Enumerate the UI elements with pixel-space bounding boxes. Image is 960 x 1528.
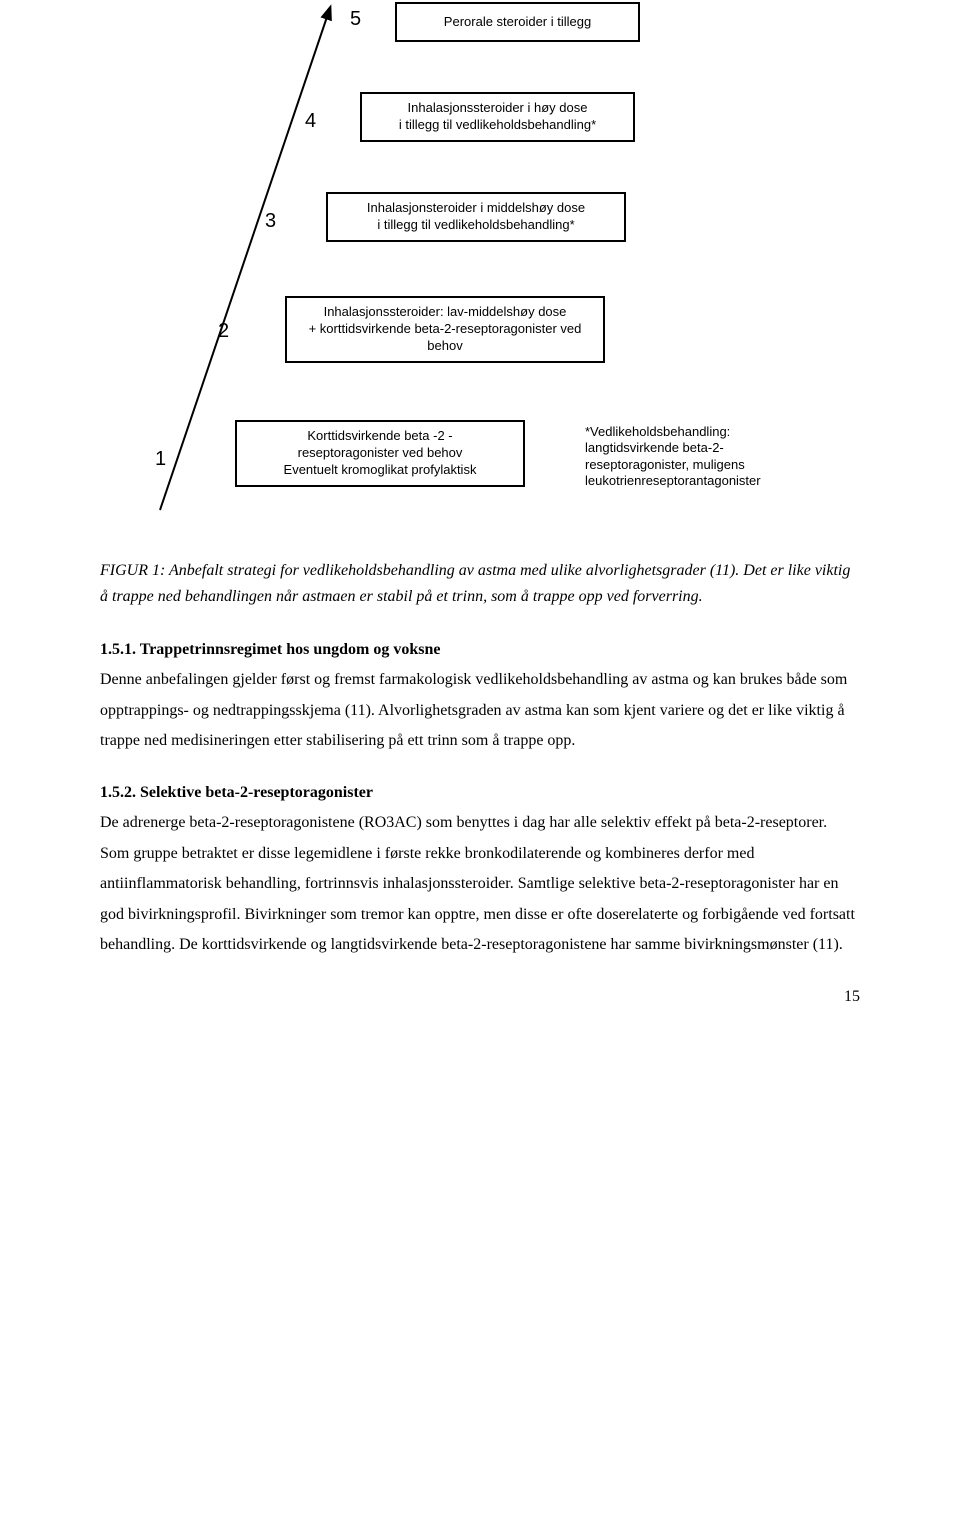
diagram-footnote: *Vedlikeholdsbehandling: langtidsvirkend… (585, 424, 815, 489)
step-number-1: 1 (155, 448, 166, 471)
figure-caption: FIGUR 1: Anbefalt strategi for vedlikeho… (100, 558, 860, 609)
step-diagram: 5 Perorale steroider i tillegg 4 Inhalas… (100, 0, 860, 540)
step-number-5: 5 (350, 8, 361, 31)
step-box-4: Inhalasjonssteroider i høy dose i tilleg… (360, 92, 635, 142)
step-number-4: 4 (305, 110, 316, 133)
document-page: 5 Perorale steroider i tillegg 4 Inhalas… (0, 0, 960, 1046)
step-text-2: Inhalasjonssteroider: lav-middelshøy dos… (309, 304, 582, 353)
step-text-4: Inhalasjonssteroider i høy dose i tilleg… (399, 100, 596, 132)
step-number-3: 3 (265, 210, 276, 233)
section-heading-1-5-2: 1.5.2. Selektive beta-2-reseptoragoniste… (100, 784, 860, 802)
section-body-1-5-2: De adrenerge beta-2-reseptoragonistene (… (100, 808, 860, 960)
page-number: 15 (100, 988, 860, 1006)
step-box-2: Inhalasjonssteroider: lav-middelshøy dos… (285, 296, 605, 363)
step-box-1: Korttidsvirkende beta -2 - reseptoragoni… (235, 420, 525, 487)
step-box-5: Perorale steroider i tillegg (395, 2, 640, 42)
step-text-1: Korttidsvirkende beta -2 - reseptoragoni… (284, 428, 477, 477)
section-body-1-5-1: Denne anbefalingen gjelder først og frem… (100, 665, 860, 756)
step-text-3: Inhalasjonsteroider i middelshøy dose i … (367, 200, 585, 232)
step-number-2: 2 (218, 320, 229, 343)
section-heading-1-5-1: 1.5.1. Trappetrinnsregimet hos ungdom og… (100, 641, 860, 659)
step-box-3: Inhalasjonsteroider i middelshøy dose i … (326, 192, 626, 242)
step-text-5: Perorale steroider i tillegg (444, 14, 591, 31)
